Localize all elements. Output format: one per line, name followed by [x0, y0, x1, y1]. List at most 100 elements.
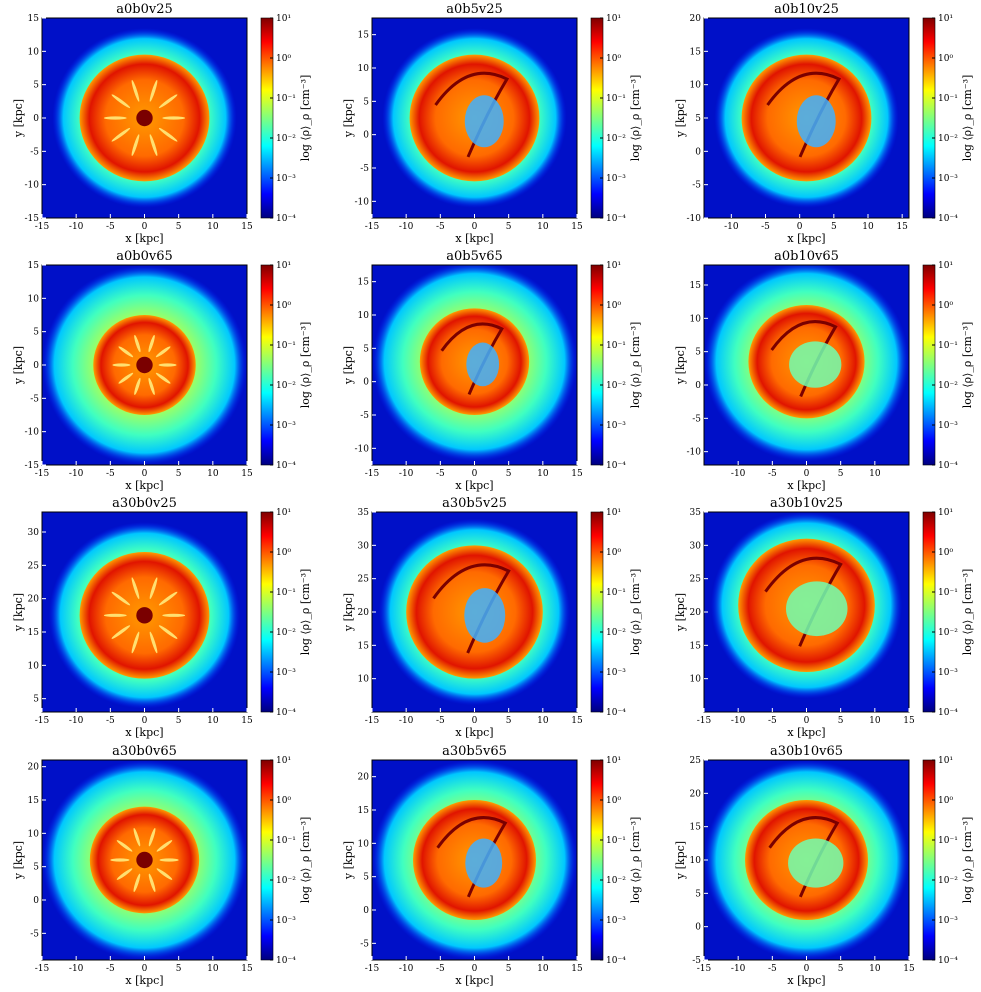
y-axis-label: y [kpc]: [12, 346, 25, 385]
x-tick-label: 0: [472, 964, 478, 974]
colorbar-tick-label: 10⁰: [276, 548, 291, 558]
colorbar-tick-label: 10¹: [606, 756, 621, 766]
colorbar-tick-label: 10⁻²: [938, 628, 958, 638]
x-tick-label: 10: [537, 222, 549, 232]
y-axis-label: y [kpc]: [342, 593, 355, 632]
x-tick-label: 0: [804, 469, 810, 479]
spoke-feature: [103, 613, 127, 617]
central-core: [136, 607, 153, 624]
x-tick-label: 5: [506, 222, 512, 232]
x-tick-label: 5: [838, 716, 844, 726]
colorbar-tick-label: 10⁻⁴: [276, 956, 296, 966]
x-tick-label: 10: [207, 716, 219, 726]
colorbar-tick-label: 10⁻³: [938, 421, 958, 431]
y-tick-label: 5: [33, 328, 39, 338]
low-density-cavity: [788, 838, 844, 888]
x-axis-label: x [kpc]: [125, 726, 163, 739]
panel-a30b5v65: a30b5v65 -15 -10 -5 0 5 10 15 -5 0 5 10 15 20 x [kpc] y…: [342, 744, 642, 987]
x-tick-label: 10: [537, 469, 549, 479]
colorbar-tick-label: 10⁻⁴: [276, 708, 296, 718]
colorbar: [260, 511, 274, 713]
x-tick-label: 15: [571, 469, 583, 479]
colorbar-tick-label: 10⁻¹: [276, 94, 296, 104]
density-map: [372, 760, 577, 960]
y-tick-label: -10: [355, 197, 370, 207]
spoke-feature: [118, 372, 134, 384]
x-tick-label: -15: [35, 469, 50, 479]
x-tick-label: 10: [869, 964, 881, 974]
y-tick-label: 15: [358, 278, 370, 288]
colorbar-tick-label: 10¹: [606, 508, 621, 518]
x-tick-label: 10: [207, 964, 219, 974]
y-axis-label: y [kpc]: [342, 346, 355, 385]
colorbar-tick-label: 10⁻⁴: [938, 956, 958, 966]
colorbar-tick-label: 10¹: [276, 756, 291, 766]
y-tick-label: 20: [690, 789, 702, 799]
spoke-feature: [131, 577, 140, 600]
colorbar: [590, 759, 604, 961]
spoke-feature: [159, 858, 179, 862]
y-tick-label: 25: [358, 575, 370, 585]
colorbar-tick-label: 10⁰: [938, 54, 953, 64]
x-tick-label: 5: [176, 964, 182, 974]
x-tick-label: -10: [724, 222, 739, 232]
colorbar-tick-label: 10¹: [276, 261, 291, 271]
spoke-feature: [148, 335, 155, 353]
colorbar-tick-label: 10⁻²: [606, 876, 626, 886]
x-tick-label: 0: [472, 222, 478, 232]
spoke-feature: [149, 134, 158, 156]
density-map: [372, 265, 577, 465]
spoke-feature: [158, 591, 178, 606]
colorbar-tick-label: 10⁻¹: [606, 836, 626, 846]
colorbar-tick-label: 10⁻²: [276, 381, 296, 391]
density-map: [704, 512, 909, 712]
x-tick-label: -5: [768, 469, 777, 479]
y-axis-label: y [kpc]: [674, 593, 687, 632]
y-tick-label: 0: [363, 131, 369, 141]
colorbar-tick-label: 10⁻¹: [606, 94, 626, 104]
colorbar-tick-label: 10⁻¹: [938, 341, 958, 351]
panel-title: a0b10v65: [774, 249, 839, 264]
colorbar-tick-label: 10⁻³: [276, 916, 296, 926]
colorbar: [260, 264, 274, 466]
colorbar-tick-label: 10⁻³: [606, 421, 626, 431]
y-tick-label: 0: [363, 906, 369, 916]
y-tick-label: -5: [360, 411, 369, 421]
y-tick-label: 10: [358, 311, 370, 321]
y-tick-label: 5: [363, 97, 369, 107]
y-tick-label: 15: [358, 641, 370, 651]
spoke-feature: [162, 116, 186, 120]
colorbar-tick-label: 10⁻²: [938, 876, 958, 886]
x-tick-label: -10: [399, 964, 414, 974]
y-tick-label: 15: [28, 628, 40, 638]
colorbar-label: log ⟨ρ⟩_ρ [cm⁻³]: [961, 75, 974, 162]
x-tick-label: 0: [142, 222, 148, 232]
x-tick-label: 10: [207, 222, 219, 232]
x-tick-label: -15: [365, 469, 380, 479]
x-tick-label: -10: [399, 716, 414, 726]
y-tick-label: -10: [355, 444, 370, 454]
spoke-feature: [134, 335, 141, 353]
colorbar-label: log ⟨ρ⟩_ρ [cm⁻³]: [629, 322, 642, 409]
y-tick-label: 10: [28, 661, 40, 671]
x-tick-label: 5: [838, 964, 844, 974]
central-core: [136, 356, 153, 374]
spoke-feature: [110, 858, 130, 862]
spoke-feature: [112, 363, 131, 367]
colorbar-label: log ⟨ρ⟩_ρ [cm⁻³]: [629, 75, 642, 162]
y-tick-label: -5: [692, 414, 701, 424]
spoke-feature: [156, 840, 173, 852]
y-tick-label: 10: [28, 47, 40, 57]
x-tick-label: -15: [35, 222, 50, 232]
x-tick-label: -5: [436, 469, 445, 479]
colorbar-tick-label: 10⁰: [276, 54, 291, 64]
colorbar-tick-label: 10¹: [938, 261, 953, 271]
colorbar-tick-label: 10⁻³: [606, 174, 626, 184]
x-tick-label: -5: [106, 469, 115, 479]
y-tick-label: 30: [690, 541, 702, 551]
x-tick-label: 5: [176, 222, 182, 232]
y-tick-label: 5: [33, 81, 39, 91]
x-tick-label: 5: [176, 716, 182, 726]
colorbar-tick-label: 10⁻²: [938, 134, 958, 144]
